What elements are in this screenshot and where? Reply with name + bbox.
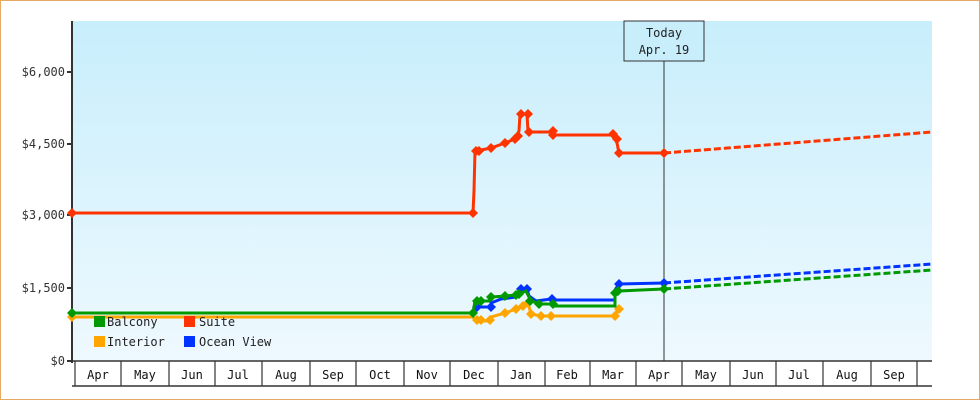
month-label: Apr: [648, 368, 670, 382]
today-date: Apr. 19: [639, 43, 690, 57]
legend-swatch-icon: [94, 316, 105, 327]
legend-swatch-icon: [94, 336, 105, 347]
legend-label: Balcony: [107, 315, 158, 329]
month-label: Dec: [463, 368, 485, 382]
month-label: May: [134, 368, 156, 382]
month-label: Jun: [181, 368, 203, 382]
month-label: Feb: [556, 368, 578, 382]
legend-swatch-icon: [184, 336, 195, 347]
y-tick-label: $1,500: [22, 281, 65, 295]
plot-area: [72, 21, 932, 361]
legend-label: Ocean View: [199, 335, 272, 349]
y-tick-label: $3,000: [22, 208, 65, 222]
x-axis-months: Apr May Jun Jul Aug Sep Oct Nov Dec Jan …: [72, 360, 932, 387]
legend-item-suite[interactable]: Suite: [184, 315, 235, 329]
y-tick-label: $6,000: [22, 65, 65, 79]
legend-item-balcony[interactable]: Balcony: [94, 315, 158, 329]
series-suite: [67, 109, 933, 218]
month-label: Aug: [836, 368, 858, 382]
legend-swatch-icon: [184, 316, 195, 327]
month-label: Jun: [742, 368, 764, 382]
month-label: Jul: [227, 368, 249, 382]
month-label: Sep: [322, 368, 344, 382]
month-label: Mar: [602, 368, 624, 382]
today-marker: Today Apr. 19: [623, 20, 705, 361]
legend-label: Suite: [199, 315, 235, 329]
series-balcony: [67, 268, 933, 318]
month-label: Apr: [87, 368, 109, 382]
y-tick-label: $0: [51, 354, 65, 368]
month-label: Nov: [416, 368, 438, 382]
y-tick-label: $4,500: [22, 137, 65, 151]
y-ticks: $0 $1,500 $3,000 $4,500 $6,000: [22, 65, 72, 368]
today-label: Today: [646, 26, 682, 40]
month-label: Oct: [369, 368, 391, 382]
month-label: Jul: [788, 368, 810, 382]
month-label: Aug: [275, 368, 297, 382]
month-label: Sep: [883, 368, 905, 382]
month-label: Jan: [510, 368, 532, 382]
legend-label: Interior: [107, 335, 165, 349]
legend-item-interior[interactable]: Interior: [94, 335, 165, 349]
series-interior: [67, 298, 624, 325]
legend-item-ocean-view[interactable]: Ocean View: [184, 335, 272, 349]
month-label: May: [695, 368, 717, 382]
legend: Balcony Suite Interior Ocean View: [94, 315, 272, 349]
